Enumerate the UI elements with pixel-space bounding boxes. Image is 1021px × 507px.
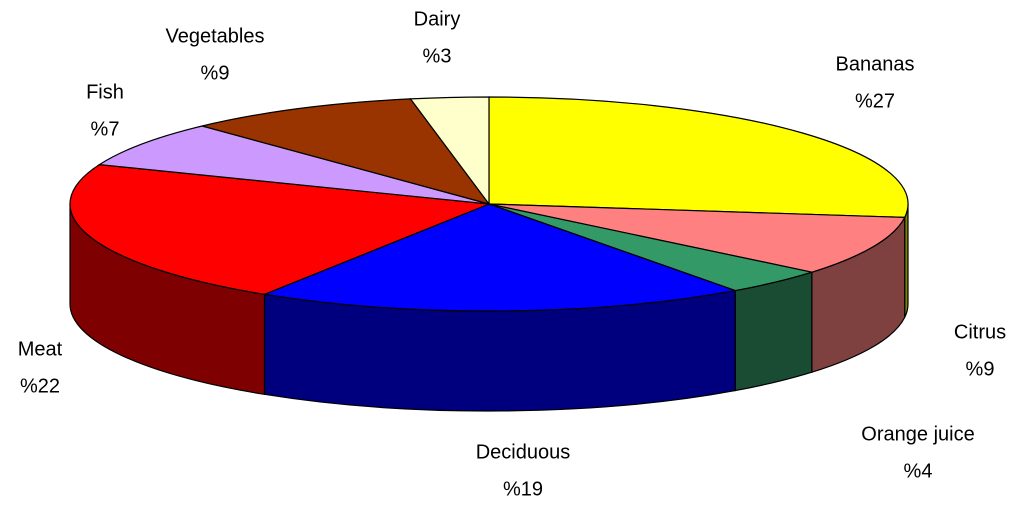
slice-label: Dairy	[414, 8, 461, 30]
slice-label: Orange juice	[861, 423, 974, 445]
slice-value-label: %4	[904, 460, 933, 482]
slice-value-label: %9	[201, 62, 230, 84]
slice-value-label: %27	[855, 90, 895, 112]
slice	[202, 98, 491, 206]
slice	[488, 203, 906, 273]
slice-value-label: %22	[20, 375, 60, 397]
slice-value-label: %3	[423, 45, 452, 67]
slice-value-label: %7	[91, 118, 120, 140]
slice-label: Vegetables	[166, 25, 265, 47]
slice-value-label: %9	[966, 358, 995, 380]
slice	[488, 96, 909, 219]
slice-label: Deciduous	[476, 441, 571, 463]
slice	[69, 163, 490, 295]
slice-label: Citrus	[954, 321, 1006, 343]
slice	[262, 203, 738, 312]
slice-value-label: %19	[503, 478, 543, 500]
slice-label: Bananas	[836, 53, 915, 75]
slice-label: Fish	[86, 81, 124, 103]
slice-side	[734, 271, 813, 392]
slice	[409, 96, 490, 206]
slice	[97, 125, 490, 205]
slice-label: Meat	[18, 338, 63, 360]
